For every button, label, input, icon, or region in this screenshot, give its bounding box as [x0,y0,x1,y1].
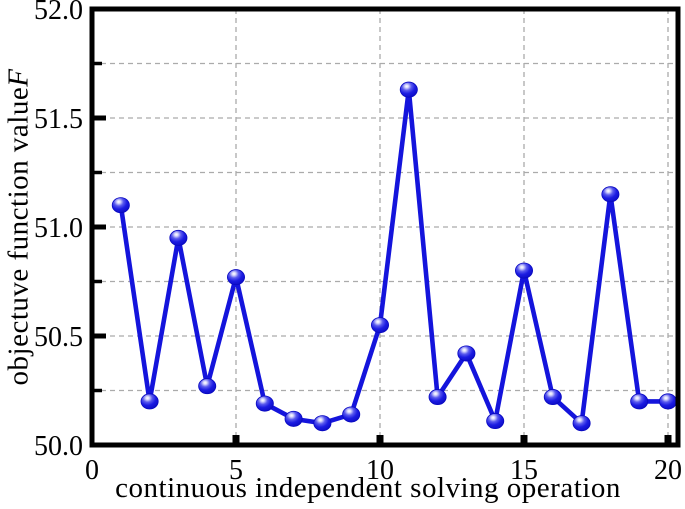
x-tick-label: 0 [85,455,99,486]
data-point [486,413,505,430]
data-point [226,269,245,286]
data-point [255,395,274,412]
y-axis-label-symbol-F: F [2,68,35,87]
y-axis-label: objectuve function valueF [3,69,36,386]
data-point [543,389,562,406]
gridlines [92,9,678,445]
x-axis-label: continuous independent solving operation [115,472,621,504]
y-tick-label: 50.0 [34,431,83,462]
data-point [140,393,159,410]
data-point [601,186,620,203]
data-point [630,393,649,410]
x-tick-label: 5 [229,455,243,486]
tick-labels: 52.0 51.5 51.0 50.5 50.00 5 10 15 20 [34,0,682,486]
data-point [457,345,476,362]
data-point [428,389,447,406]
data-points [111,81,678,432]
data-point [169,229,188,246]
x-tick-label: 10 [366,455,394,486]
axis-ticks [94,61,672,443]
y-tick-label: 51.5 [34,104,83,135]
plot-frame [89,6,681,448]
data-point [370,317,389,334]
y-tick-label: 50.5 [34,322,83,353]
data-point [659,393,678,410]
data-point [313,415,332,432]
y-tick-label: 51.0 [34,213,83,244]
data-point [572,415,591,432]
data-line [118,87,671,426]
data-point [399,81,418,98]
data-point [111,197,130,214]
data-point [284,410,303,427]
y-tick-label: 52.0 [34,0,83,26]
x-tick-label: 20 [654,455,682,486]
data-point [198,378,217,395]
data-point [515,262,534,279]
data-point [342,406,361,423]
x-tick-label: 15 [510,455,538,486]
y-axis-label-text: objectuve function value [2,86,35,386]
